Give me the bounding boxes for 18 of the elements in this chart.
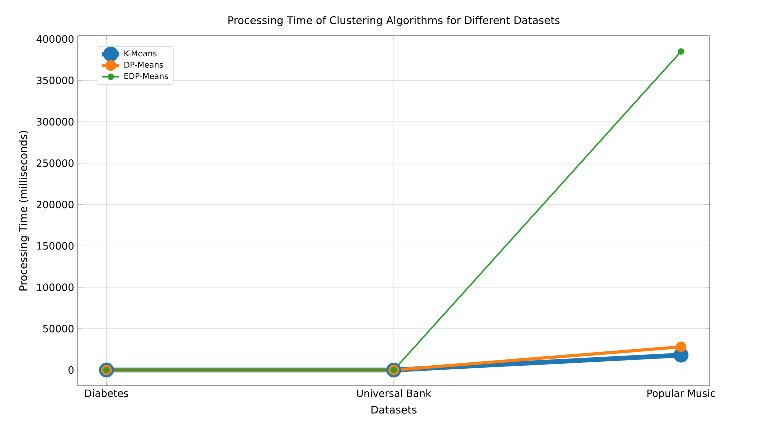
y-tick-label: 0 — [68, 366, 74, 374]
y-tick-label: 400000 — [36, 36, 74, 44]
x-axis-title: Datasets — [372, 406, 417, 414]
y-tick-label: 350000 — [37, 76, 74, 84]
chart-title: Processing Time of Clustering Algorithms for Different Datasets — [228, 16, 560, 26]
y-tick-label: 100000 — [37, 284, 74, 292]
legend-label: EDP-Means — [124, 73, 168, 80]
x-tick-label: Popular Music — [648, 390, 716, 400]
y-tick-label: 200000 — [37, 201, 74, 209]
x-tick-label: Universal Bank — [357, 390, 432, 398]
y-tick-label: 150000 — [37, 242, 74, 250]
legend-label: DP-Means — [124, 62, 164, 68]
y-axis-title: Processing Time (milliseconds) — [19, 131, 30, 291]
x-tick-label: Diabetes — [86, 390, 128, 398]
y-tick-label: 50000 — [43, 325, 74, 333]
legend-label: K-Means — [124, 50, 157, 57]
y-tick-label: 250000 — [37, 160, 74, 168]
y-tick-label: 300000 — [37, 118, 74, 126]
